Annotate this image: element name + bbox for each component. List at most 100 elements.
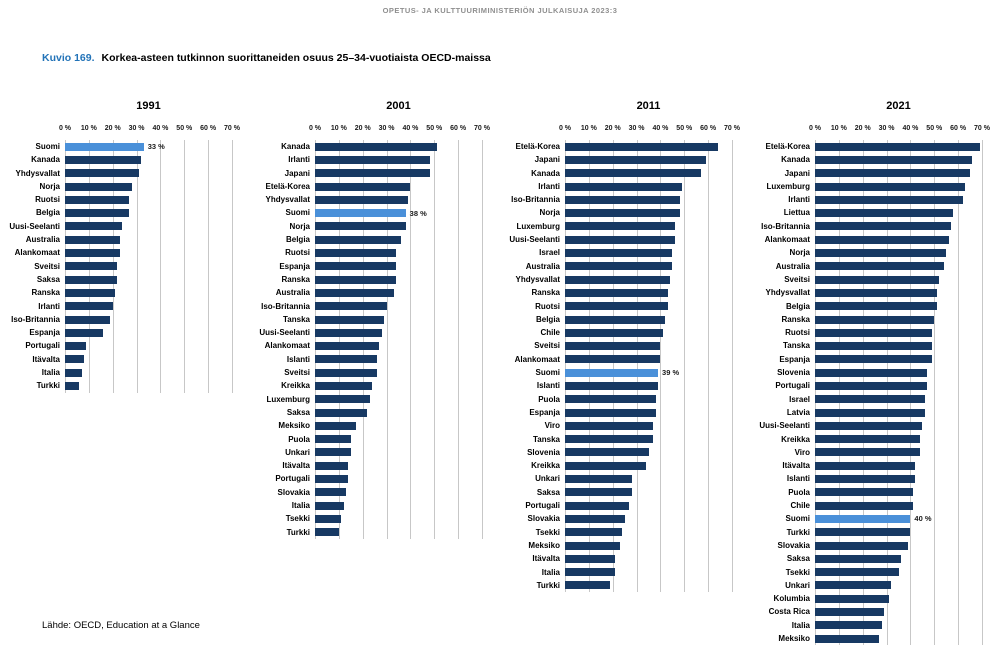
bar <box>815 355 932 364</box>
country-label: Kreikka <box>531 461 560 471</box>
country-label: Unkari <box>535 474 560 484</box>
plot-column: 0 % 10 % 20 % 30 % 40 % 50 % 60 % 70 % 33 % <box>59 122 240 393</box>
bar <box>315 381 373 390</box>
country-label: Irlanti <box>288 155 310 165</box>
gridline <box>684 140 686 593</box>
country-label: Itävalta <box>532 554 560 564</box>
bar <box>565 169 701 178</box>
gridline <box>362 140 364 539</box>
highlight-value-label: 40 % <box>914 514 932 524</box>
bar <box>565 421 654 430</box>
highlight-value-label: 33 % <box>147 142 165 152</box>
bar-row <box>65 379 232 392</box>
gridline <box>458 140 460 539</box>
bar-row <box>815 273 982 286</box>
axis-ticks: 0 % 10 % 20 % 30 % 40 % 50 % 60 % 70 % <box>59 122 240 140</box>
bar-row <box>565 539 732 552</box>
bar <box>815 182 966 191</box>
gridline <box>862 140 864 646</box>
country-label: Turkki <box>786 527 810 537</box>
bar <box>815 302 937 311</box>
bar-row <box>315 486 482 499</box>
axis-tick-label: 60 % <box>450 125 467 132</box>
bar <box>315 182 411 191</box>
bar-row <box>565 220 732 233</box>
country-label: Iso-Britannia <box>761 221 810 231</box>
country-label: Itävalta <box>782 461 810 471</box>
axis-tick-label: 10 % <box>830 125 847 132</box>
axis-tick-label: 30 % <box>378 125 395 132</box>
bar <box>565 488 632 497</box>
bar-row <box>565 313 732 326</box>
bar-row <box>815 446 982 459</box>
bar-row <box>65 193 232 206</box>
bar <box>815 541 909 550</box>
bar <box>815 169 971 178</box>
chart-year-title: 1991 <box>136 100 161 112</box>
bar <box>315 222 406 231</box>
bar <box>565 395 656 404</box>
bar-row <box>315 273 482 286</box>
bar <box>565 275 670 284</box>
bar-row <box>565 406 732 419</box>
bar <box>65 222 123 231</box>
gridline <box>612 140 614 593</box>
bar-row <box>815 433 982 446</box>
bar <box>315 408 368 417</box>
country-label: Uusi-Seelanti <box>9 221 60 231</box>
country-label: Japani <box>784 168 810 178</box>
bar-row <box>65 153 232 166</box>
bar-row <box>815 419 982 432</box>
publication-header: OPETUS- JA KULTTUURIMINISTERIÖN JULKAISU… <box>382 6 618 15</box>
bar-row <box>315 246 482 259</box>
country-label: Saksa <box>36 274 60 284</box>
chart-2011: 2011 Etelä-Korea Japani Kanada Irlanti Iso-Br… <box>503 100 740 645</box>
bar-row <box>565 153 732 166</box>
bar <box>315 501 344 510</box>
country-label: Unkari <box>285 447 310 457</box>
bar <box>815 408 925 417</box>
labels-column: Suomi Kanada Yhdysvallat Norja Ruotsi Belgia U… <box>3 122 65 393</box>
gridline <box>982 140 983 646</box>
bar <box>65 209 130 218</box>
bar <box>815 328 932 337</box>
bar <box>565 315 666 324</box>
chart-body: Suomi Kanada Yhdysvallat Norja Ruotsi Belgia U… <box>3 122 240 393</box>
country-label: Etelä-Korea <box>265 181 310 191</box>
country-label: Italia <box>41 368 60 378</box>
country-label: Tsekki <box>535 527 560 537</box>
country-label: Meksiko <box>278 421 310 431</box>
bar <box>815 448 920 457</box>
bar <box>65 155 142 164</box>
gridline <box>815 140 816 646</box>
country-label: Sveitsi <box>784 274 810 284</box>
axis-tick-label: 30 % <box>628 125 645 132</box>
bar-row <box>815 353 982 366</box>
bar <box>565 448 649 457</box>
country-label: Israel <box>539 248 560 258</box>
bar-row <box>815 220 982 233</box>
bar-row <box>565 566 732 579</box>
country-label: Latvia <box>786 407 810 417</box>
country-label: Ranska <box>781 314 810 324</box>
bar-row: 33 % <box>65 140 232 153</box>
axis-tick-label: 40 % <box>652 125 669 132</box>
bar-row <box>565 446 732 459</box>
axis-tick-label: 40 % <box>902 125 919 132</box>
bar <box>565 182 682 191</box>
country-label: Slovakia <box>777 540 810 550</box>
country-label: Islanti <box>786 474 810 484</box>
gridline <box>958 140 960 646</box>
bar-row <box>65 339 232 352</box>
bar-row <box>65 180 232 193</box>
gridline <box>910 140 912 646</box>
bar-row <box>65 233 232 246</box>
country-label: Australia <box>525 261 560 271</box>
bar <box>815 608 885 617</box>
bar <box>565 155 706 164</box>
country-label: Alankomaat <box>514 354 560 364</box>
bar <box>65 288 116 297</box>
bar-row <box>315 339 482 352</box>
country-label: Puola <box>288 434 310 444</box>
bar-row <box>565 167 732 180</box>
